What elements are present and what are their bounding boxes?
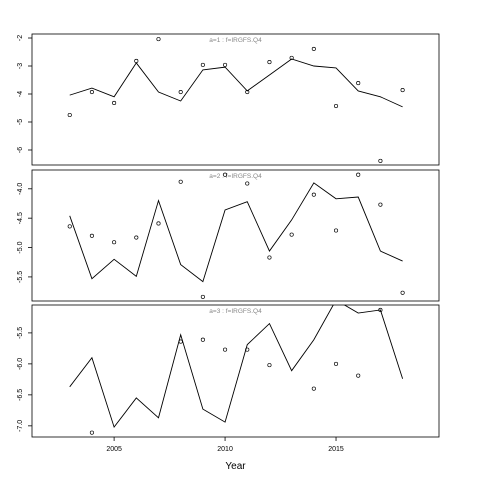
y-tick-label: -6.0 [17, 358, 24, 370]
data-point [311, 192, 316, 197]
data-point [245, 181, 250, 186]
data-point [378, 202, 383, 207]
panel-strip: a=2 : f=IRGFS.Q4 [209, 173, 262, 180]
data-point [378, 307, 383, 313]
y-tick-label: -5.5 [17, 327, 24, 339]
series-line [69, 305, 404, 429]
data-point [378, 158, 383, 163]
data-point [134, 235, 139, 240]
x-tick-label: 2010 [217, 446, 233, 453]
data-point [200, 337, 205, 342]
x-tick-label: 2015 [328, 446, 344, 453]
y-tick-label: -4.0 [17, 183, 24, 195]
y-tick-label: -5.5 [17, 271, 24, 283]
data-point [267, 255, 272, 260]
x-axis-label: Year [225, 461, 246, 472]
y-tick-label: -7.0 [17, 420, 24, 432]
series-line [69, 58, 403, 108]
data-point [267, 363, 272, 368]
data-point [156, 37, 161, 42]
data-point [134, 58, 139, 64]
y-tick-label: -4 [17, 91, 24, 97]
data-point [223, 172, 228, 177]
data-point [67, 112, 72, 118]
data-point [289, 55, 294, 60]
data-point [400, 88, 405, 93]
data-point [333, 103, 339, 109]
y-tick-label: -5 [17, 119, 24, 125]
data-point [89, 430, 94, 435]
data-point [223, 62, 228, 67]
data-point [333, 228, 339, 233]
data-point [178, 339, 183, 344]
x-tick-label: 2005 [106, 446, 122, 453]
panel-frame [31, 169, 440, 302]
data-point [178, 179, 183, 184]
data-point [311, 386, 316, 391]
data-point [200, 294, 205, 299]
data-point [89, 233, 94, 238]
data-point [356, 373, 361, 378]
data-point [156, 221, 161, 226]
plot-area [67, 172, 405, 299]
y-tick-label: -5.0 [17, 241, 24, 253]
y-tick-label: -6.5 [17, 389, 24, 401]
data-point [223, 347, 228, 352]
data-point [89, 89, 94, 95]
data-point [356, 172, 361, 177]
panel-frame [31, 33, 440, 166]
data-point [67, 224, 72, 229]
data-point [267, 60, 272, 65]
panel-strip: a=1 : f=IRGFS.Q4 [209, 37, 262, 44]
y-tick-label: -3 [17, 63, 24, 69]
data-point [311, 46, 316, 51]
y-tick-label: -2 [17, 35, 24, 41]
data-point [333, 361, 339, 366]
data-point [178, 89, 183, 95]
data-point [356, 81, 361, 86]
panel-frame [31, 304, 440, 438]
plot-area [69, 305, 404, 435]
series-line [69, 182, 403, 283]
data-point [200, 62, 205, 67]
panel-strip: a=3 : f=IRGFS.Q4 [209, 308, 262, 315]
y-tick-label: -6 [17, 147, 24, 153]
data-point [245, 89, 250, 95]
y-tick-label: -4.5 [17, 212, 24, 224]
data-point [112, 100, 117, 106]
data-point [245, 347, 250, 352]
data-point [289, 232, 294, 237]
data-point [112, 240, 117, 245]
plot-area [67, 37, 405, 163]
data-point [400, 290, 405, 295]
